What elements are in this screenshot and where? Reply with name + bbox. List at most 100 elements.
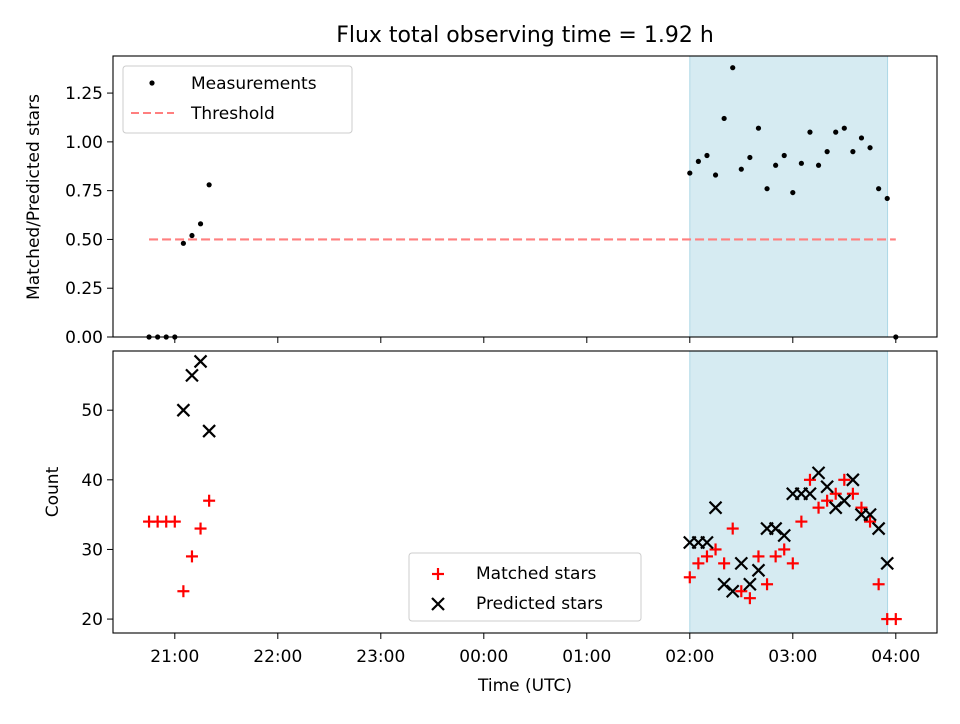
x-tick-label: 23:00: [356, 647, 405, 667]
predicted-stars-point: [725, 584, 740, 599]
measurement-point: [180, 240, 186, 246]
matched-stars-point: [812, 501, 825, 514]
measurement-point: [712, 172, 719, 178]
predicted-stars-point: [717, 577, 731, 592]
y-tick-label: 0.50: [65, 230, 103, 250]
x-axis-label: Time (UTC): [477, 676, 572, 696]
predicted-stars-point: [871, 521, 886, 536]
predicted-stars-point: [768, 521, 783, 536]
matched-stars-point: [726, 522, 739, 535]
matched-stars-point: [203, 494, 216, 507]
predicted-stars-point: [777, 528, 791, 543]
chart-title: Flux total observing time = 1.92 h: [336, 23, 714, 48]
y-tick-label: 0.75: [65, 182, 103, 202]
bottom-legend: Matched stars Predicted stars: [408, 552, 642, 622]
matched-stars-point: [185, 550, 198, 563]
bottom-x-ticks: 21:00 22:00 23:00 00:00 01:00 02:00 03:00 04:00: [150, 633, 920, 667]
measurement-point: [747, 154, 753, 161]
matched-stars-point: [855, 501, 868, 514]
legend-matched-marker: [432, 568, 444, 580]
measurement-point: [807, 129, 813, 135]
matched-stars-point: [743, 592, 756, 605]
predicted-stars-point: [837, 493, 852, 508]
matched-stars-point: [709, 543, 722, 556]
measurement-point: [773, 162, 779, 168]
measurement-point: [790, 189, 796, 196]
measurement-point: [850, 149, 856, 155]
measurement-point: [738, 166, 744, 172]
bottom-plot-marks: [143, 354, 902, 626]
measurement-point: [841, 125, 847, 131]
matched-stars-point: [177, 585, 190, 598]
top-y-ticks: 0.00 0.25 0.50 0.75 1.00 1.25: [65, 84, 113, 348]
matched-stars-point: [735, 585, 748, 598]
matched-stars-point: [769, 550, 782, 563]
measurement-point: [798, 160, 804, 166]
measurement-point: [833, 129, 839, 135]
predicted-stars-point: [708, 500, 723, 515]
matched-stars-point: [846, 487, 859, 500]
measurement-point: [815, 162, 822, 168]
matched-stars-point: [786, 557, 799, 570]
y-tick-label: 30: [81, 540, 103, 560]
matched-stars-point: [752, 550, 765, 563]
x-tick-label: 03:00: [768, 647, 817, 667]
y-tick-label: 0.25: [65, 279, 103, 299]
top-x-ticks: [174, 337, 897, 343]
matched-stars-point: [683, 571, 696, 584]
matched-stars-point: [168, 515, 181, 528]
matched-stars-point: [864, 515, 877, 528]
predicted-stars-point: [828, 500, 843, 515]
x-tick-label: 02:00: [665, 647, 714, 667]
matched-stars-point: [889, 613, 902, 626]
measurement-point: [824, 149, 830, 155]
legend-threshold-label: Threshold: [190, 104, 275, 124]
bottom-panel: 20 30 40 50 21:00 22:00 23:00 00:00 01:00 02:00 0…: [43, 350, 938, 696]
bottom-axes-frame: [112, 350, 938, 634]
x-tick-label: 00:00: [459, 647, 508, 667]
y-tick-label: 1.25: [65, 84, 103, 104]
legend-measurements-label: Measurements: [191, 74, 317, 94]
y-tick-label: 1.00: [65, 133, 103, 153]
legend-matched-label: Matched stars: [476, 564, 596, 584]
top-shaded-region: [689, 55, 889, 338]
bottom-y-ticks: 20 30 40 50: [81, 401, 113, 630]
matched-stars-point: [692, 557, 705, 570]
matched-stars-point: [700, 550, 713, 563]
legend-predicted-label: Predicted stars: [476, 594, 603, 614]
predicted-stars-point: [846, 473, 860, 487]
measurement-point: [721, 115, 727, 122]
measurement-point: [704, 152, 710, 159]
measurement-point: [687, 170, 693, 176]
predicted-stars-point: [202, 424, 216, 438]
predicted-stars-point: [734, 556, 749, 571]
x-tick-label: 04:00: [871, 647, 920, 667]
measurement-point: [730, 65, 736, 71]
predicted-stars-point: [185, 368, 199, 383]
measurement-point: [764, 186, 770, 192]
matched-stars-point: [838, 473, 851, 486]
predicted-stars-point: [863, 507, 877, 522]
top-axes-frame: [112, 55, 938, 338]
predicted-stars-point: [751, 563, 766, 578]
matched-stars-point: [778, 543, 791, 556]
matched-stars-point: [194, 522, 207, 535]
predicted-stars-point: [700, 535, 714, 550]
y-tick-label: 50: [81, 401, 103, 421]
legend-measurements-marker: [149, 80, 155, 86]
top-panel: 0.00 0.25 0.50 0.75 1.00 1.25 Matched/Predict…: [24, 55, 938, 348]
matched-stars-point: [718, 557, 731, 570]
matched-stars-point: [821, 494, 834, 507]
predicted-stars-point: [820, 479, 834, 494]
measurement-point: [695, 158, 701, 164]
x-tick-label: 01:00: [562, 647, 611, 667]
x-tick-label: 21:00: [150, 647, 199, 667]
measurement-point: [189, 232, 195, 239]
predicted-stars-point: [803, 486, 817, 501]
measurement-point: [755, 125, 762, 131]
legend-predicted-marker: [431, 597, 445, 611]
bottom-y-axis-label: Count: [43, 466, 63, 517]
top-y-axis-label: Matched/Predicted stars: [24, 94, 44, 300]
matched-stars-point: [829, 487, 842, 500]
